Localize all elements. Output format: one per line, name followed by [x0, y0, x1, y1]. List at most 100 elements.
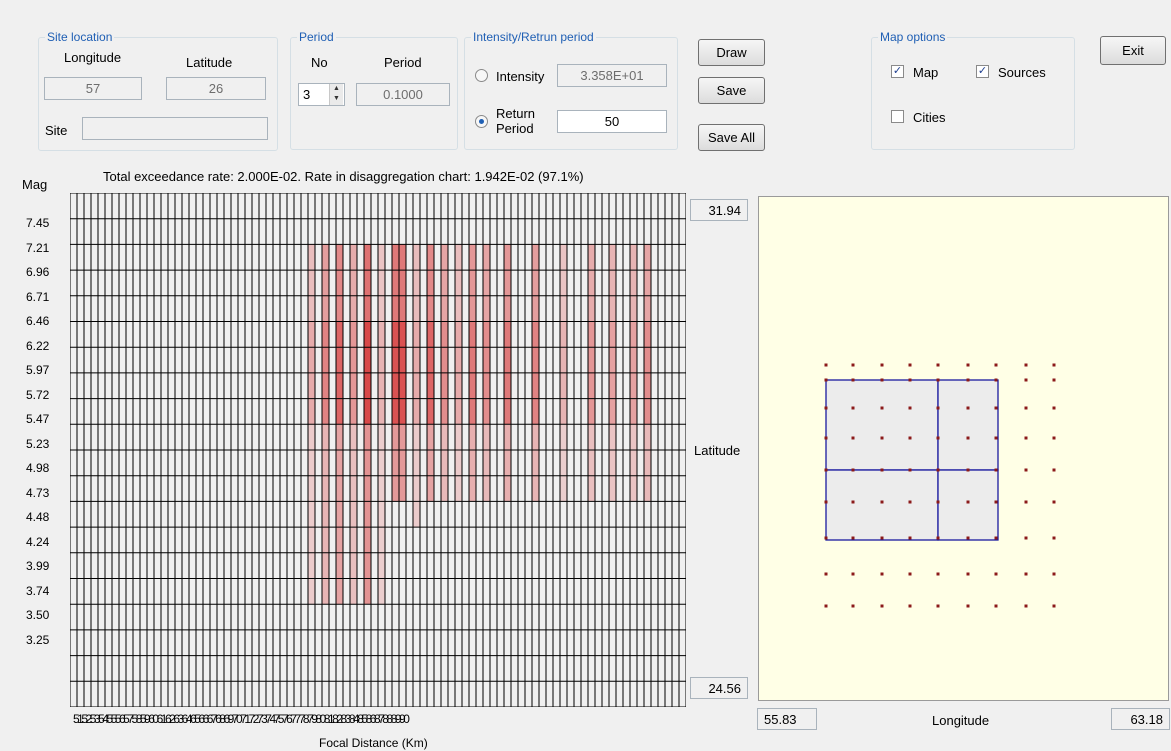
x-tick-label: 86 — [365, 712, 377, 726]
site-point — [880, 536, 884, 540]
heatmap-cell — [413, 450, 420, 476]
site-point — [908, 572, 912, 576]
site-point — [851, 572, 855, 576]
draw-button[interactable]: Draw — [698, 39, 765, 66]
heatmap-cell — [350, 501, 357, 528]
site-point — [908, 536, 912, 540]
heatmap-cell — [630, 347, 637, 373]
save-all-button[interactable]: Save All — [698, 124, 765, 151]
lat-min-field: 24.56 — [690, 677, 748, 699]
heatmap-cell — [350, 398, 357, 425]
site-point — [1052, 436, 1056, 440]
heatmap-cell — [336, 347, 343, 373]
site-point — [1052, 406, 1056, 410]
latitude-label: Latitude — [186, 55, 233, 70]
return-label-1: Return — [496, 106, 536, 121]
heatmap-cell — [322, 475, 329, 502]
y-tick-label: 5.72 — [26, 387, 50, 402]
period-value-field[interactable]: 0.1000 — [356, 83, 450, 106]
heatmap-cell — [455, 475, 462, 502]
heatmap-cell — [322, 578, 329, 605]
heatmap-cell — [350, 347, 357, 373]
heatmap-cell — [532, 270, 539, 296]
heatmap-cell — [455, 321, 462, 348]
heatmap-cell — [588, 270, 595, 296]
period-number-spinner[interactable]: ▲ ▼ — [329, 84, 343, 105]
site-point — [994, 536, 998, 540]
heatmap-cell — [322, 321, 329, 348]
map-checkbox[interactable]: ✓ — [891, 65, 904, 78]
heatmap-cell — [427, 424, 434, 450]
heatmap-cell — [483, 372, 490, 399]
heatmap-cell — [336, 270, 343, 296]
heatmap-cell — [364, 347, 371, 373]
heatmap-cell — [308, 527, 315, 553]
period-legend: Period — [299, 30, 334, 44]
heatmap-cell — [350, 450, 357, 476]
intensity-label: Intensity — [496, 69, 545, 84]
heatmap-cell — [308, 347, 315, 373]
heatmap-cell — [350, 244, 357, 271]
x-tick-label: 78 — [298, 712, 310, 726]
save-button[interactable]: Save — [698, 77, 765, 104]
heatmap-cell — [441, 424, 448, 450]
longitude-field[interactable]: 57 — [44, 77, 142, 100]
cities-checkbox[interactable] — [891, 110, 904, 123]
intensity-field[interactable]: 3.358E+01 — [557, 64, 667, 87]
site-point — [824, 436, 828, 440]
x-tick-label: 52 — [81, 712, 92, 726]
site-point — [966, 468, 970, 472]
heatmap-cell — [427, 270, 434, 296]
heatmap-cell — [455, 372, 462, 399]
latitude-field[interactable]: 26 — [166, 77, 266, 100]
heatmap-cell — [427, 321, 434, 348]
heatmap-cell — [504, 450, 511, 476]
site-point — [880, 406, 884, 410]
site-point — [1024, 500, 1028, 504]
heatmap-cell — [364, 501, 371, 528]
source-map[interactable] — [758, 196, 1169, 701]
heatmap-cell — [364, 270, 371, 296]
heatmap-cell — [336, 501, 343, 528]
heatmap-cell — [350, 578, 357, 605]
lat-max-field: 31.94 — [690, 199, 748, 221]
site-point — [994, 436, 998, 440]
source-zone — [937, 379, 999, 471]
heatmap-cell — [308, 475, 315, 502]
heatmap-cell — [350, 321, 357, 348]
y-tick-label: 4.98 — [26, 461, 50, 475]
sources-checkbox[interactable]: ✓ — [976, 65, 989, 78]
heatmap-cell — [427, 450, 434, 476]
heatmap-cell — [336, 450, 343, 476]
heatmap-cell — [609, 398, 616, 425]
return-label-2: Period — [496, 121, 534, 136]
source-zone — [825, 469, 939, 541]
heatmap-cell — [532, 424, 539, 450]
heatmap-cell — [427, 347, 434, 373]
heatmap-cell — [413, 424, 420, 450]
site-point — [824, 500, 828, 504]
heatmap-cell — [392, 270, 399, 296]
spin-up-icon[interactable]: ▲ — [333, 85, 340, 92]
site-point — [966, 378, 970, 382]
return-period-radio[interactable] — [475, 115, 488, 128]
intensity-radio[interactable] — [475, 69, 488, 82]
heatmap-cell — [441, 321, 448, 348]
heatmap-cell — [504, 295, 511, 322]
return-period-input[interactable]: 50 — [557, 110, 667, 133]
spin-down-icon[interactable]: ▼ — [333, 95, 340, 102]
site-field[interactable] — [82, 117, 268, 140]
site-point — [936, 436, 940, 440]
heatmap-cell — [588, 321, 595, 348]
site-point — [824, 363, 828, 367]
heatmap-cell — [644, 450, 651, 476]
exit-button[interactable]: Exit — [1100, 36, 1166, 65]
heatmap-cell — [560, 450, 567, 476]
heatmap-cell — [336, 424, 343, 450]
heatmap-cell — [469, 398, 476, 425]
heatmap-cell — [532, 450, 539, 476]
heatmap-cell — [364, 321, 371, 348]
site-point — [1052, 536, 1056, 540]
y-tick-label: 6.71 — [26, 289, 50, 304]
heatmap-cell — [378, 450, 385, 476]
